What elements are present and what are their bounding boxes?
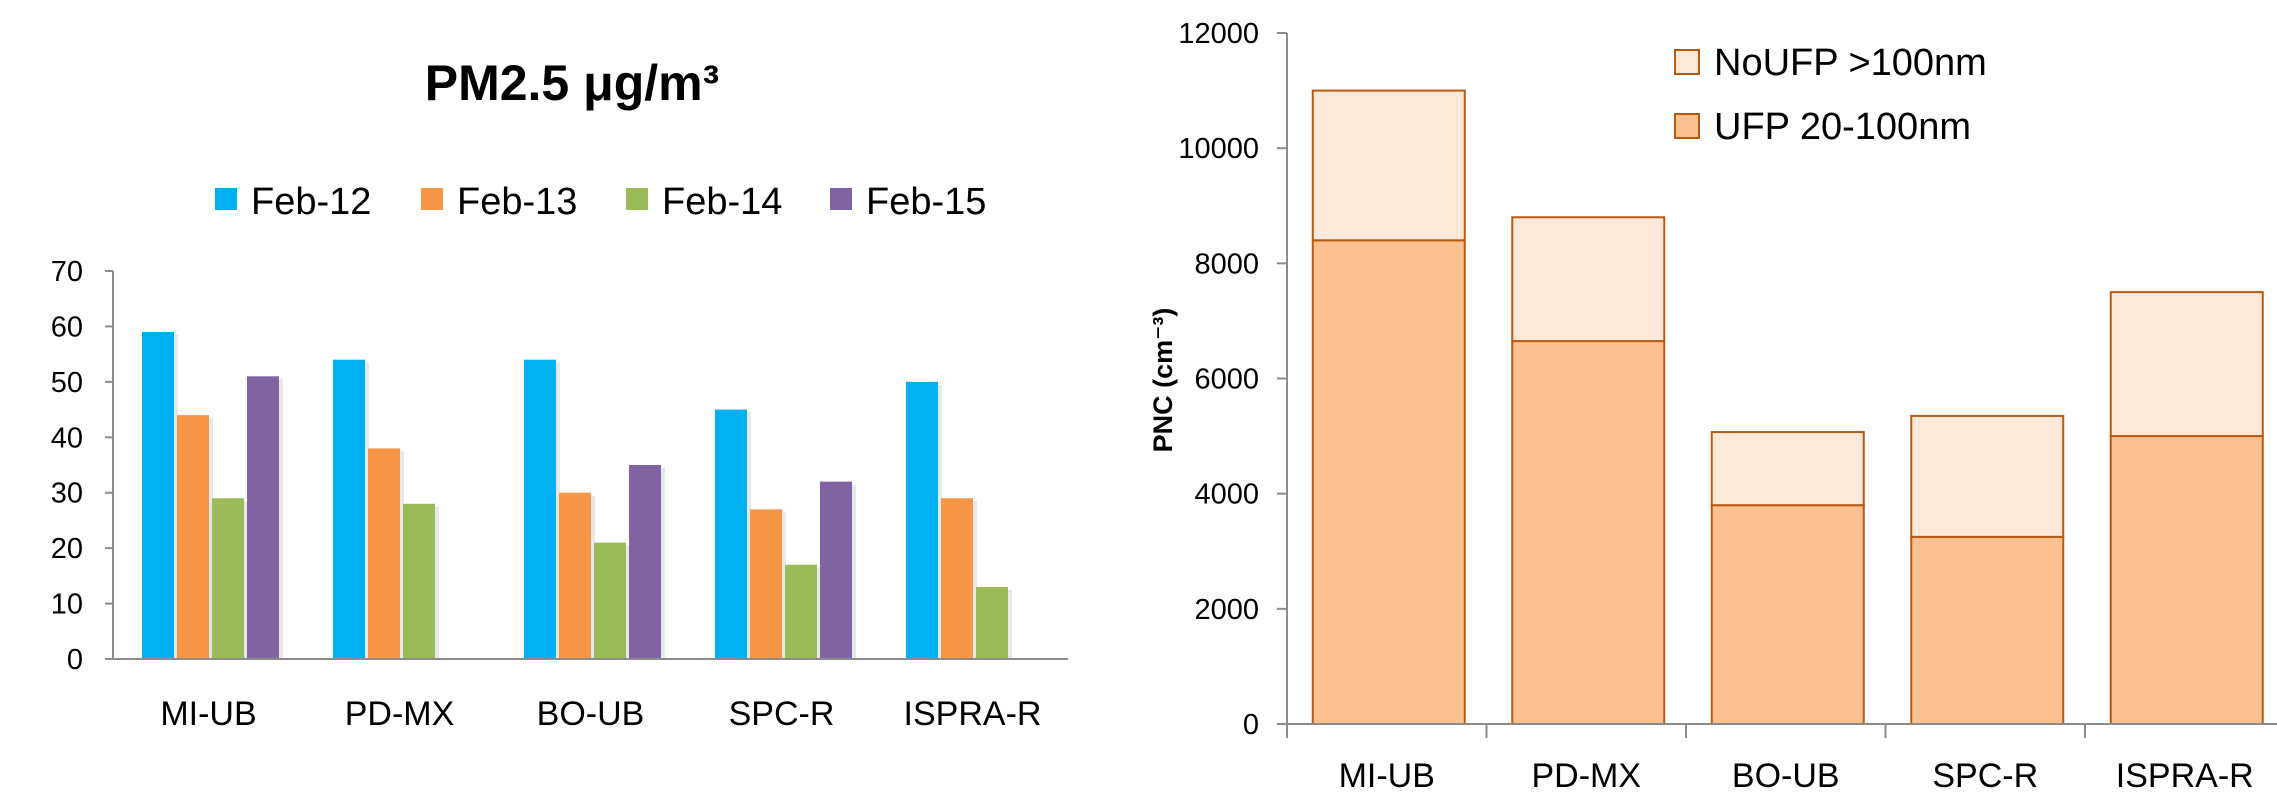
pm25-legend-swatch <box>421 188 443 210</box>
pnc-bar-segment <box>1311 239 1466 726</box>
pnc-legend-label: UFP 20-100nm <box>1714 106 1971 148</box>
pnc-chart: PNC (cm⁻³) 0 2000 4000 6000 8000 10000 12000 MI… <box>1148 18 2277 793</box>
pnc-legend-swatch <box>1674 49 1700 75</box>
pm25-y-tick-label: 70 <box>51 256 83 288</box>
pm25-bar <box>559 492 591 659</box>
pm25-x-tick-label: PD-MX <box>345 695 455 733</box>
pnc-bar-segment <box>1710 431 1865 507</box>
pm25-legend-swatch <box>626 188 648 210</box>
pnc-y-tick-label: 0 <box>1243 709 1259 741</box>
pm25-bar <box>594 542 626 659</box>
pnc-y-tick-label: 6000 <box>1194 364 1259 396</box>
pm25-axes: 0 10 20 30 40 50 60 70 MI-UB PD-MX BO-UB SPC-R ISPRA… <box>51 256 1068 733</box>
pm25-bar <box>976 586 1008 659</box>
pm25-x-tick-label: SPC-R <box>729 695 835 733</box>
pnc-y-tick-label: 4000 <box>1194 479 1259 511</box>
pm25-bar <box>941 498 973 659</box>
pnc-x-tick-label: MI-UB <box>1339 757 1435 793</box>
pm25-bar <box>629 465 661 659</box>
pm25-bar <box>715 409 747 659</box>
pm25-bar <box>368 448 400 659</box>
pm25-legend: Feb-12 Feb-13 Feb-14 Feb-15 <box>215 181 986 223</box>
pm25-legend-swatch <box>215 188 237 210</box>
pnc-y-tick-label: 10000 <box>1178 133 1259 165</box>
pm25-legend-label: Feb-12 <box>251 181 371 223</box>
pm25-chart: PM2.5 μg/m³ Feb-12 Feb-13 Feb-14 Feb-15 0 10… <box>51 55 1068 733</box>
pnc-x-tick-label: SPC-R <box>1932 757 2038 793</box>
pnc-x-tick-label: ISPRA-R <box>2116 757 2254 793</box>
pnc-bar-segment <box>1511 340 1666 725</box>
pm25-bar <box>785 564 817 659</box>
pm25-bar <box>524 359 556 659</box>
pm25-legend-label: Feb-14 <box>662 181 782 223</box>
pm25-bar <box>247 376 279 659</box>
pnc-y-tick-label: 8000 <box>1194 248 1259 280</box>
pnc-legend-label: NoUFP >100nm <box>1714 42 1987 84</box>
pm25-y-tick-label: 50 <box>51 367 83 399</box>
pm25-x-tick-label: ISPRA-R <box>904 695 1042 733</box>
pnc-axes: 0 2000 4000 6000 8000 10000 12000 MI-UB PD-MX BO-… <box>1178 18 2277 793</box>
pnc-y-axis-label: PNC (cm⁻³) <box>1148 308 1178 453</box>
pnc-bar-segment <box>1511 216 1666 343</box>
pm25-chart-title: PM2.5 μg/m³ <box>425 55 720 111</box>
pnc-legend: NoUFP >100nm UFP 20-100nm <box>1674 42 1987 148</box>
pnc-y-tick-label: 2000 <box>1194 594 1259 626</box>
pm25-bar <box>333 359 365 659</box>
pm25-legend-label: Feb-15 <box>866 181 986 223</box>
pnc-bars <box>1311 89 2264 726</box>
pm25-y-tick-label: 0 <box>67 644 83 676</box>
pnc-bar-segment <box>2109 435 2264 725</box>
pnc-x-tick-label: BO-UB <box>1732 757 1840 793</box>
pm25-bar <box>403 503 435 659</box>
pnc-bar-segment <box>1710 504 1865 725</box>
pm25-bar <box>750 509 782 659</box>
pm25-legend-swatch <box>830 188 852 210</box>
pm25-x-tick-label: MI-UB <box>160 695 256 733</box>
pm25-legend-label: Feb-13 <box>457 181 577 223</box>
pm25-bar <box>142 331 174 659</box>
pm25-bar <box>177 415 209 659</box>
pnc-bar-segment <box>2109 291 2264 438</box>
pnc-bar-segment <box>1910 535 2065 726</box>
pnc-bar-segment <box>1311 89 1466 242</box>
pm25-bar <box>820 481 852 659</box>
pnc-legend-swatch <box>1674 113 1700 139</box>
pm25-bar <box>906 381 938 659</box>
pm25-y-tick-label: 10 <box>51 589 83 621</box>
pm25-bar <box>212 498 244 659</box>
pm25-y-tick-label: 60 <box>51 311 83 343</box>
pm25-x-tick-label: BO-UB <box>537 695 645 733</box>
pm25-y-tick-label: 30 <box>51 478 83 510</box>
pnc-x-tick-label: PD-MX <box>1531 757 1641 793</box>
pm25-y-tick-label: 40 <box>51 422 83 454</box>
pm25-y-tick-label: 20 <box>51 533 83 565</box>
pnc-y-tick-label: 12000 <box>1178 18 1259 50</box>
pnc-bar-segment <box>1910 414 2065 538</box>
pm25-bars <box>142 331 1012 659</box>
